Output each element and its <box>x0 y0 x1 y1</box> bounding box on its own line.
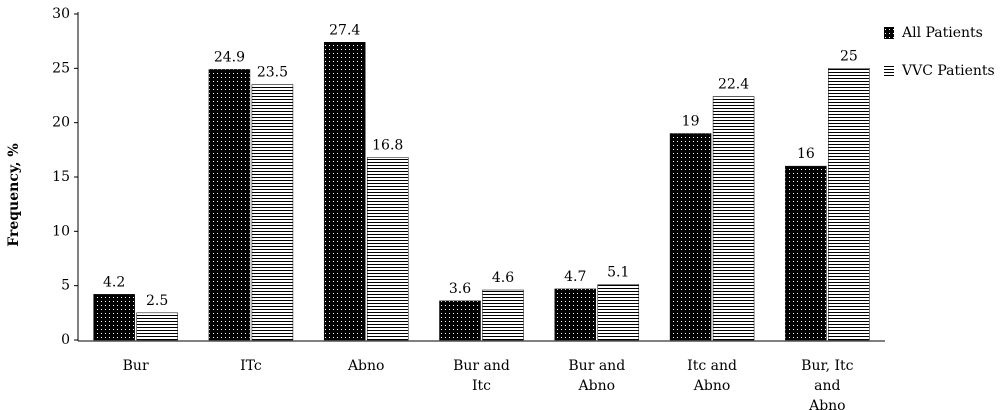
x-tick-label: Bur <box>122 358 149 374</box>
bar <box>323 42 366 341</box>
bar <box>669 133 712 341</box>
y-tick-label: 0 <box>61 332 70 348</box>
bar <box>93 294 135 341</box>
value-label: 4.2 <box>103 274 125 290</box>
x-tick-label: ITc <box>240 358 262 374</box>
value-label: 4.7 <box>564 269 586 285</box>
x-tick-label: Abno <box>347 358 385 374</box>
value-label: 2.5 <box>146 293 168 309</box>
y-tick-label: 15 <box>52 169 70 185</box>
value-label: 25 <box>840 48 858 64</box>
y-tick-label: 20 <box>52 115 70 131</box>
x-tick-label: Itc and Abno <box>687 358 737 394</box>
bar <box>136 312 178 341</box>
bar <box>482 289 524 341</box>
value-label: 24.9 <box>214 49 245 65</box>
x-tick-label: Bur and Abno <box>568 358 626 394</box>
value-label: 4.6 <box>492 270 514 286</box>
value-label: 3.6 <box>449 281 471 297</box>
value-label: 22.4 <box>718 77 749 93</box>
bar <box>439 300 481 341</box>
value-label: 27.4 <box>329 22 360 38</box>
legend-label: VVC Patients <box>901 63 995 79</box>
y-tick-label: 10 <box>52 223 70 239</box>
y-tick-label: 30 <box>52 6 70 22</box>
x-tick-label: Bur, Itc and Abno <box>801 358 854 410</box>
value-label: 5.1 <box>607 265 629 281</box>
value-label: 16 <box>797 146 815 162</box>
y-tick-label: 25 <box>52 60 70 76</box>
y-tick-label: 5 <box>61 278 70 294</box>
bar <box>828 68 870 341</box>
bar <box>785 165 827 341</box>
value-label: 23.5 <box>257 65 288 81</box>
value-label: 19 <box>682 114 700 130</box>
bar <box>712 96 755 341</box>
bar <box>251 84 294 341</box>
bar <box>208 69 251 341</box>
bar <box>597 284 640 341</box>
legend-marker <box>884 65 894 77</box>
legend-label: All Patients <box>901 25 983 41</box>
y-axis-label: Frequency, % <box>6 143 22 246</box>
x-tick-label: Bur and Itc <box>453 358 510 394</box>
bar <box>366 157 409 341</box>
legend-marker <box>884 27 894 39</box>
bar <box>554 288 597 341</box>
value-label: 16.8 <box>372 137 403 153</box>
